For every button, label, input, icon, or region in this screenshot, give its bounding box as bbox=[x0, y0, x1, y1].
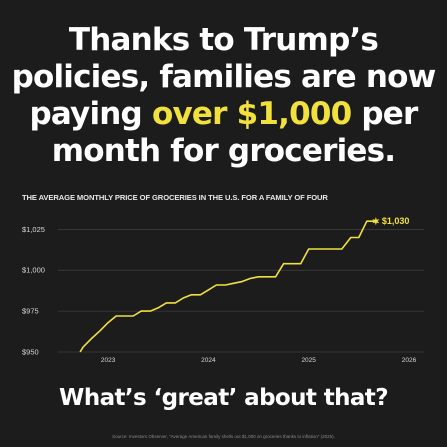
headline: Thanks to Trump’s policies, families are… bbox=[0, 22, 447, 170]
end-point-label: $1,030 bbox=[382, 216, 410, 226]
x-tick-label: 2026 bbox=[402, 357, 417, 364]
headline-highlight: over $1,000 bbox=[151, 96, 352, 132]
y-tick-label: $975 bbox=[22, 307, 39, 316]
x-tick-label: 2025 bbox=[301, 357, 316, 364]
series-line bbox=[79, 220, 376, 353]
headline-line-3-post: per bbox=[351, 96, 418, 132]
headline-line-3: paying over $1,000 per bbox=[0, 96, 447, 133]
grocery-price-line-chart: $950 $975 $1,000 $1,025 2023 2024 2025 2026 $1,0… bbox=[22, 216, 424, 364]
x-tick-label: 2023 bbox=[101, 357, 116, 364]
closing-question: What’s ‘great’ about that? bbox=[59, 385, 388, 411]
y-tick-label: $1,025 bbox=[22, 225, 45, 234]
end-point-star-icon bbox=[372, 217, 380, 226]
y-tick-label: $1,000 bbox=[22, 266, 45, 275]
headline-line-3-pre: paying bbox=[29, 96, 152, 132]
source-citation: Source: Investors Observer, “Average Ame… bbox=[112, 434, 335, 439]
x-tick-label: 2024 bbox=[201, 357, 216, 364]
headline-line-2: policies, families are now bbox=[11, 59, 437, 95]
headline-line-1: Thanks to Trump’s bbox=[68, 22, 379, 58]
y-tick-label: $950 bbox=[22, 348, 39, 357]
chart-title: THE AVERAGE MONTHLY PRICE OF GROCERIES I… bbox=[22, 193, 328, 202]
headline-line-4: month for groceries. bbox=[51, 133, 396, 169]
